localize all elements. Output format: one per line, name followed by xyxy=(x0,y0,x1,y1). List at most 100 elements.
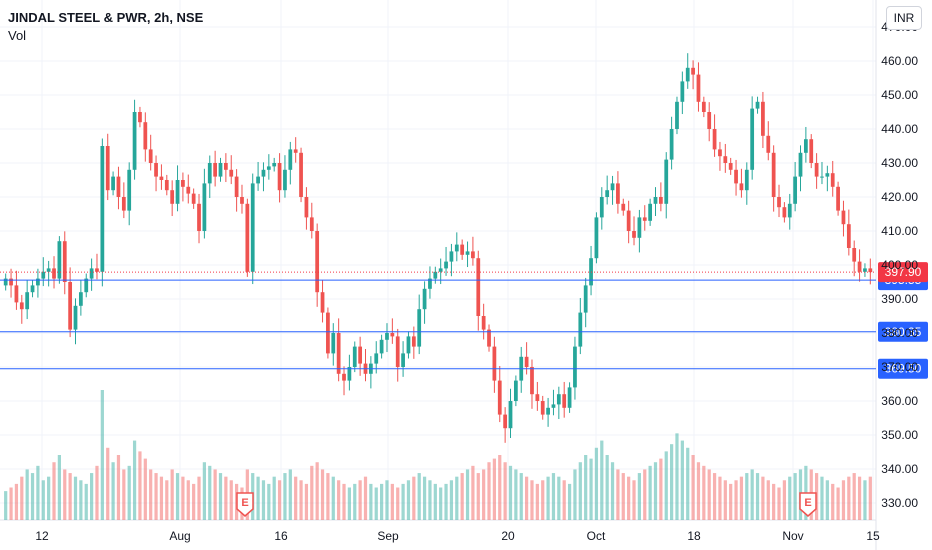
candle-body xyxy=(777,197,781,208)
candle-body xyxy=(734,169,738,184)
price-axis[interactable]: 330.00 340.00 350.00 360.00 370.00 380.00 390.… xyxy=(881,20,918,510)
volume-bar xyxy=(14,483,19,520)
volume-bar xyxy=(600,440,604,520)
candle-body xyxy=(460,244,465,255)
symbol-title[interactable]: JINDAL STEEL & PWR, 2h, NSE xyxy=(8,10,204,25)
candle-body xyxy=(78,292,83,306)
candle-body xyxy=(127,169,132,211)
candle-body xyxy=(395,336,400,367)
volume-bar xyxy=(277,480,282,520)
candle-body xyxy=(175,180,180,204)
volume-bar xyxy=(363,476,368,520)
candle-body xyxy=(148,149,153,163)
candle-body xyxy=(309,217,314,231)
volume-bar xyxy=(256,476,260,520)
volume-bar xyxy=(487,462,491,520)
volume-bar xyxy=(664,451,668,520)
candle-body xyxy=(863,268,867,272)
candle-body xyxy=(170,190,175,204)
candle-body xyxy=(691,67,695,75)
volume-bar xyxy=(369,483,373,520)
volume-bars xyxy=(4,390,872,520)
time-axis[interactable]: 12 Aug 16 Sep 20 Oct 18 Nov 15 xyxy=(35,529,880,543)
candle-body xyxy=(750,108,755,170)
candle-body xyxy=(84,278,89,293)
volume-bar xyxy=(47,476,51,520)
volume-bar xyxy=(702,465,706,520)
candle-body xyxy=(723,156,728,163)
candle-body xyxy=(283,169,287,191)
candle-body xyxy=(438,268,443,272)
candle-body xyxy=(868,268,873,273)
candle-body xyxy=(390,333,395,337)
candle-body xyxy=(793,176,798,204)
x-tick-label: Oct xyxy=(587,529,606,543)
current-price-badge[interactable] xyxy=(878,262,928,283)
volume-bar xyxy=(192,483,196,520)
volume-bar xyxy=(546,476,550,520)
candle-body xyxy=(696,74,701,102)
candle-body xyxy=(669,129,674,160)
earnings-marker[interactable] xyxy=(799,492,817,517)
candle-body xyxy=(492,346,497,381)
volume-bar xyxy=(326,473,330,520)
y-tick-label: 460.00 xyxy=(881,54,918,68)
volume-bar xyxy=(52,462,56,520)
volume-bar xyxy=(272,476,276,520)
y-tick-label: 390.00 xyxy=(881,292,918,306)
volume-bar xyxy=(116,455,121,520)
volume-bar xyxy=(175,473,180,520)
volume-bar xyxy=(750,469,754,520)
candle-body xyxy=(761,101,765,136)
candle-body xyxy=(685,67,690,82)
candle-body xyxy=(626,210,631,231)
y-tick-label: 370.00 xyxy=(881,360,918,374)
y-tick-label: 450.00 xyxy=(881,88,918,102)
y-tick-label: 330.00 xyxy=(881,496,918,510)
volume-bar xyxy=(782,480,786,520)
price-level-badge[interactable] xyxy=(878,321,928,342)
candle-body xyxy=(159,176,164,180)
candle-body xyxy=(202,183,207,231)
candle-body xyxy=(213,163,218,177)
volume-bar xyxy=(111,462,115,520)
candle-body xyxy=(642,217,647,221)
candle-body xyxy=(444,261,448,269)
candle-body xyxy=(266,166,271,170)
volume-bar xyxy=(460,473,464,520)
earnings-marker[interactable] xyxy=(236,492,254,517)
current-price-text: 397.90 xyxy=(885,265,922,279)
volume-bar xyxy=(627,476,631,520)
volume-bar xyxy=(793,473,797,520)
currency-badge[interactable]: INR xyxy=(886,6,922,30)
x-tick-label: 12 xyxy=(35,529,49,543)
volume-bar xyxy=(847,476,851,520)
x-tick-label: Nov xyxy=(782,529,803,543)
candle-body xyxy=(401,353,405,367)
candle-body xyxy=(89,268,94,279)
candle-body xyxy=(739,183,744,191)
candle-body xyxy=(422,288,427,310)
y-tick-label: 340.00 xyxy=(881,462,918,476)
volume-bar xyxy=(449,480,454,520)
candle-body xyxy=(111,176,115,191)
volume-bar xyxy=(159,476,164,520)
volume-bar xyxy=(621,473,625,520)
candle-body xyxy=(825,173,830,177)
volume-bar xyxy=(476,473,480,520)
candle-body xyxy=(223,163,228,170)
volume-bar xyxy=(433,483,437,520)
candle-body xyxy=(358,346,363,364)
volume-bar xyxy=(632,480,636,520)
volume-bar xyxy=(310,465,314,520)
volume-bar xyxy=(530,480,534,520)
candle-body xyxy=(218,163,223,177)
x-tick-label: 20 xyxy=(501,529,515,543)
price-level-badge[interactable] xyxy=(878,358,928,379)
x-tick-label: 15 xyxy=(866,529,880,543)
candle-body xyxy=(320,292,325,313)
volume-bar xyxy=(412,476,416,520)
